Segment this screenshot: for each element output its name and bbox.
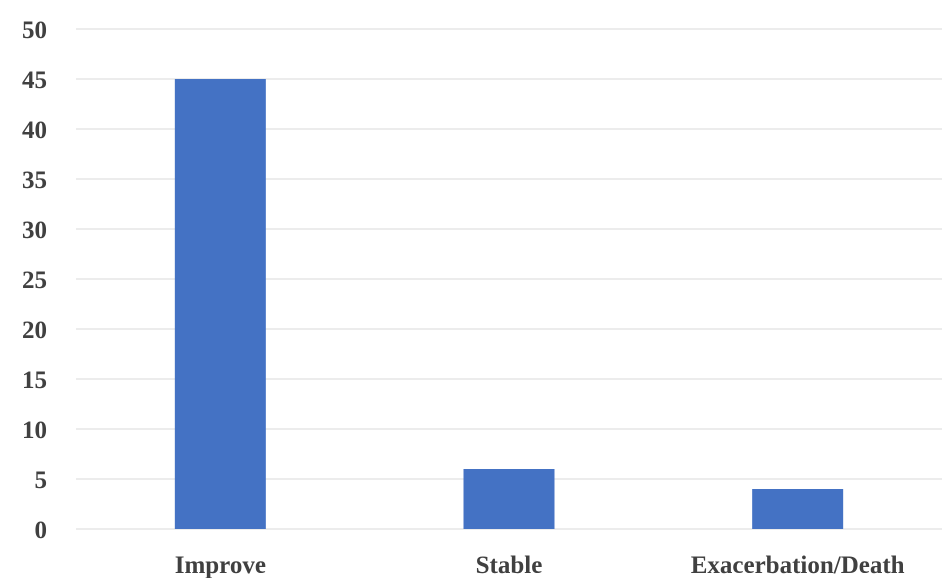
y-tick-label: 20 (22, 317, 47, 344)
x-category-label: Exacerbation/Death (691, 552, 905, 578)
y-tick-label: 5 (35, 467, 48, 494)
y-tick-label: 40 (22, 117, 47, 144)
y-tick-label: 10 (22, 417, 47, 444)
x-axis-category-labels: Improve Stable Exacerbation/Death (175, 552, 905, 578)
y-tick-label: 25 (22, 267, 47, 294)
bar-improve (174, 79, 266, 529)
bar-stable (463, 469, 555, 529)
y-tick-label: 45 (22, 67, 47, 94)
y-tick-label: 35 (22, 167, 47, 194)
y-tick-label: 50 (22, 17, 47, 44)
bar-exacerbation-death (752, 489, 844, 529)
bars (174, 79, 844, 529)
x-category-label: Stable (476, 552, 543, 578)
y-axis-tick-labels: 0 5 10 15 20 25 30 35 40 45 50 (22, 17, 47, 544)
y-tick-label: 15 (22, 367, 47, 394)
y-tick-label: 30 (22, 217, 47, 244)
x-category-label: Improve (175, 552, 266, 578)
y-tick-label: 0 (35, 517, 48, 544)
